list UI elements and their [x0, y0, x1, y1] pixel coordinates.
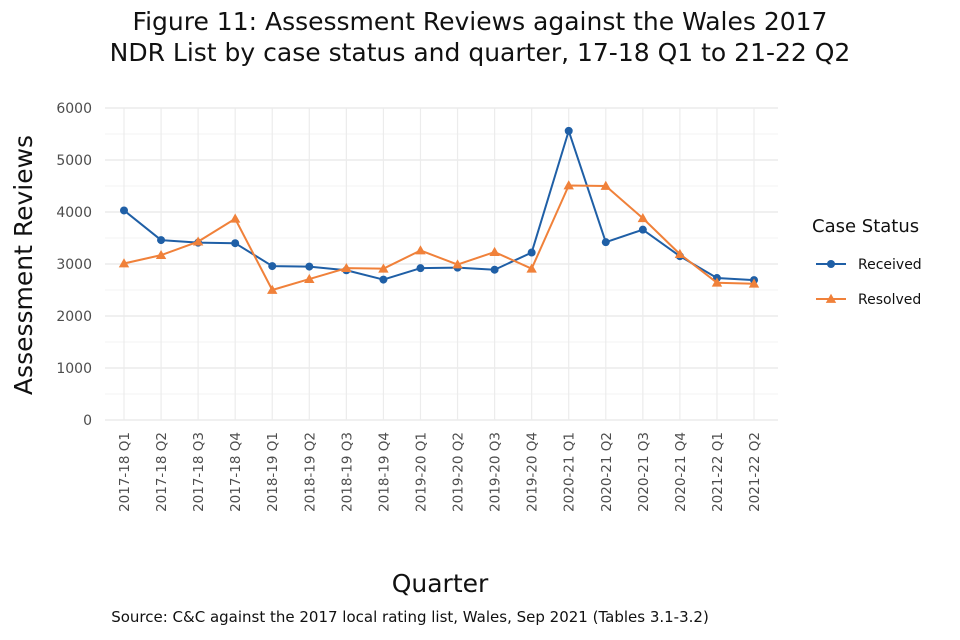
data-point-received [564, 126, 573, 135]
data-point-received [379, 275, 388, 284]
legend-label-received: Received [858, 257, 922, 273]
x-axis-ticks: 2017-18 Q1 2017-18 Q2 2017-18 Q3 2017-18 Q4… [117, 432, 763, 512]
x-tick-label: 2018-19 Q4 [376, 432, 392, 512]
x-tick-label: 2019-20 Q3 [488, 432, 504, 512]
y-tick-label: 3000 [56, 257, 92, 273]
x-tick-label: 2017-18 Q3 [191, 432, 207, 512]
x-tick-label: 2020-21 Q1 [562, 432, 578, 512]
data-point-received [638, 225, 647, 234]
chart-title: Figure 11: Assessment Reviews against th… [0, 6, 960, 68]
data-point-resolved [118, 258, 130, 268]
data-point-received [601, 238, 610, 247]
x-tick-label: 2019-20 Q4 [525, 432, 541, 512]
legend-marker-resolved [825, 293, 837, 303]
x-tick-label: 2020-21 Q3 [636, 432, 652, 512]
y-tick-label: 6000 [56, 101, 92, 117]
data-point-received [268, 262, 277, 271]
data-point-resolved [711, 277, 723, 287]
legend: Case Status Received Resolved [812, 216, 922, 308]
data-point-resolved [600, 180, 611, 190]
data-point-received [231, 239, 240, 248]
y-tick-label: 5000 [56, 153, 92, 169]
data-point-resolved [526, 263, 537, 273]
legend-item-resolved: Resolved [816, 292, 921, 308]
chart-title-line-1: Figure 11: Assessment Reviews against th… [132, 7, 828, 36]
y-tick-label: 2000 [56, 309, 92, 325]
data-point-resolved [341, 262, 352, 273]
y-tick-label: 4000 [56, 205, 92, 221]
data-point-resolved [489, 246, 500, 256]
data-point-resolved [637, 213, 649, 223]
series-line-received [123, 129, 755, 282]
series-received [120, 126, 759, 285]
legend-label-resolved: Resolved [858, 292, 921, 308]
x-tick-label: 2017-18 Q4 [228, 432, 244, 512]
source-note: Source: C&C against the 2017 local ratin… [111, 608, 709, 626]
x-tick-label: 2017-18 Q1 [117, 432, 133, 512]
series-resolved [118, 180, 760, 294]
x-tick-label: 2020-21 Q4 [673, 432, 689, 512]
series-group [118, 126, 760, 294]
x-tick-label: 2019-20 Q1 [413, 432, 429, 512]
data-point-resolved [304, 273, 315, 283]
data-point-resolved [452, 259, 463, 269]
x-tick-label: 2019-20 Q2 [451, 432, 467, 512]
data-point-received [157, 236, 166, 245]
data-point-resolved [415, 245, 426, 255]
legend-marker-received [827, 260, 835, 268]
x-tick-label: 2018-19 Q3 [339, 432, 355, 512]
gridlines [105, 107, 778, 421]
data-point-received [416, 264, 425, 273]
y-axis-ticks: 0 1000 2000 3000 4000 5000 6000 [56, 101, 92, 429]
x-tick-label: 2020-21 Q2 [599, 432, 615, 512]
data-point-resolved [155, 249, 167, 260]
data-point-received [120, 206, 128, 215]
data-point-received [527, 248, 536, 257]
x-tick-label: 2018-19 Q1 [265, 432, 281, 512]
data-point-resolved [563, 180, 574, 190]
x-tick-label: 2021-22 Q1 [710, 432, 726, 512]
x-tick-label: 2021-22 Q2 [747, 432, 763, 512]
x-tick-label: 2018-19 Q2 [302, 432, 318, 512]
data-point-resolved [748, 278, 760, 288]
chart-title-line-2: NDR List by case status and quarter, 17-… [109, 38, 851, 67]
y-tick-label: 0 [83, 413, 92, 429]
legend-item-received: Received [816, 257, 922, 273]
data-point-resolved [267, 284, 278, 294]
data-point-received [490, 265, 499, 274]
data-point-resolved [192, 236, 204, 246]
data-point-resolved [229, 213, 241, 223]
data-point-resolved [378, 263, 389, 273]
y-axis-title: Assessment Reviews [9, 135, 38, 395]
y-tick-label: 1000 [56, 361, 92, 377]
data-point-resolved [674, 248, 686, 259]
x-axis-title: Quarter [392, 569, 489, 598]
x-tick-label: 2017-18 Q2 [154, 432, 170, 512]
data-point-received [305, 262, 314, 271]
legend-title: Case Status [812, 216, 919, 237]
series-line-resolved [123, 184, 755, 291]
